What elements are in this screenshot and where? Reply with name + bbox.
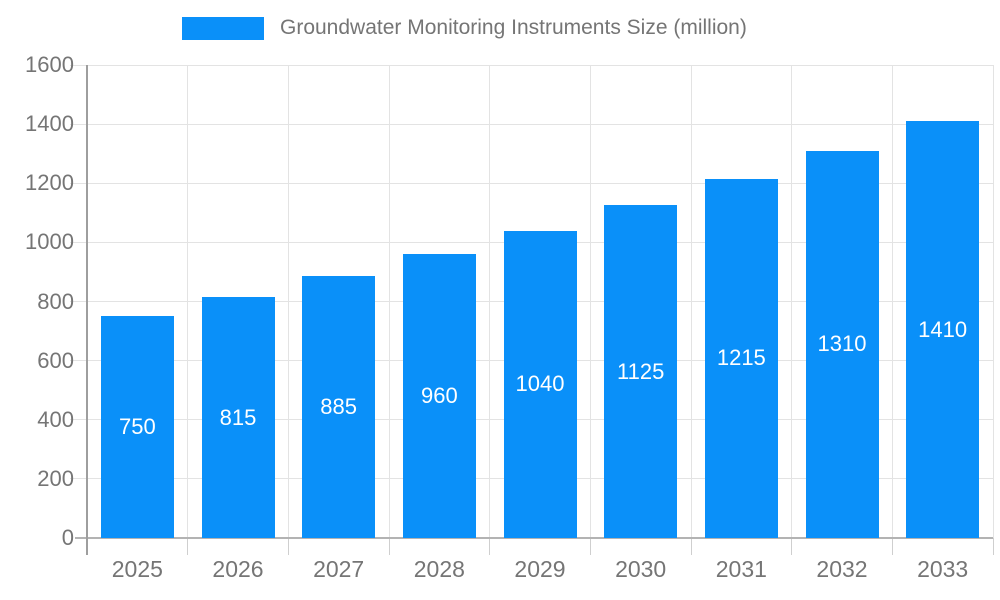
v-gridline [388, 65, 390, 538]
x-axis-label: 2028 [413, 556, 465, 582]
bar-value-label: 885 [320, 394, 358, 420]
h-gridline [70, 64, 993, 66]
x-axis-label: 2029 [514, 556, 566, 582]
v-gridline [791, 65, 793, 538]
x-axis-label: 2025 [111, 556, 163, 582]
axis-tick [388, 538, 390, 555]
x-axis-label: 2031 [715, 556, 767, 582]
x-axis-line [75, 537, 993, 539]
v-gridline [992, 65, 994, 538]
legend-label: Groundwater Monitoring Instruments Size … [280, 16, 747, 39]
bar[interactable]: 1215 [704, 178, 778, 538]
bar[interactable]: 885 [302, 276, 376, 538]
y-axis-label: 600 [37, 347, 74, 373]
v-gridline [489, 65, 491, 538]
axis-tick [187, 538, 189, 555]
bar[interactable]: 1410 [906, 121, 980, 538]
y-axis-label: 1000 [25, 229, 74, 255]
bar-value-label: 1410 [918, 316, 968, 342]
v-gridline [891, 65, 893, 538]
y-axis-label: 1600 [25, 52, 74, 77]
axis-tick [589, 538, 591, 555]
bar[interactable]: 960 [402, 254, 476, 538]
y-axis-label: 200 [37, 465, 74, 491]
y-axis-label: 1400 [25, 111, 74, 137]
bar-value-label: 960 [420, 383, 458, 409]
bar[interactable]: 1310 [805, 150, 879, 538]
v-gridline [690, 65, 692, 538]
legend-swatch [182, 16, 264, 40]
x-axis-label: 2032 [816, 556, 868, 582]
plot-area: 750 815 885 960 1040 1125 1215 1310 1410 [70, 64, 994, 555]
axis-tick [791, 538, 793, 555]
axis-tick [992, 538, 994, 555]
y-axis-line [86, 65, 88, 555]
axis-tick [287, 538, 289, 555]
v-gridline [287, 65, 289, 538]
axis-tick [891, 538, 893, 555]
bar[interactable]: 1125 [604, 205, 678, 538]
y-axis-label: 400 [37, 406, 74, 432]
x-axis-label: 2026 [212, 556, 264, 582]
bar[interactable]: 815 [201, 297, 275, 538]
bar[interactable]: 1040 [503, 230, 577, 538]
h-gridline [70, 123, 993, 125]
v-gridline [187, 65, 189, 538]
x-axis-label: 2027 [313, 556, 365, 582]
bar-value-label: 1040 [515, 371, 565, 397]
bar-value-label: 1125 [617, 358, 665, 384]
x-axis-label: 2033 [917, 556, 969, 582]
axis-tick [690, 538, 692, 555]
x-axis-label: 2030 [615, 556, 667, 582]
bar[interactable]: 750 [100, 316, 174, 538]
bar-value-label: 815 [219, 404, 257, 430]
v-gridline [589, 65, 591, 538]
axis-tick [489, 538, 491, 555]
bar-value-label: 1215 [716, 345, 766, 371]
legend-item[interactable]: Groundwater Monitoring Instruments Size … [182, 16, 747, 40]
bar-value-label: 750 [118, 414, 156, 440]
y-axis-label: 0 [61, 525, 74, 550]
y-axis-label: 1200 [25, 170, 74, 196]
y-axis-label: 800 [37, 288, 74, 314]
bar-value-label: 1310 [817, 331, 867, 357]
h-gridline [70, 182, 993, 184]
